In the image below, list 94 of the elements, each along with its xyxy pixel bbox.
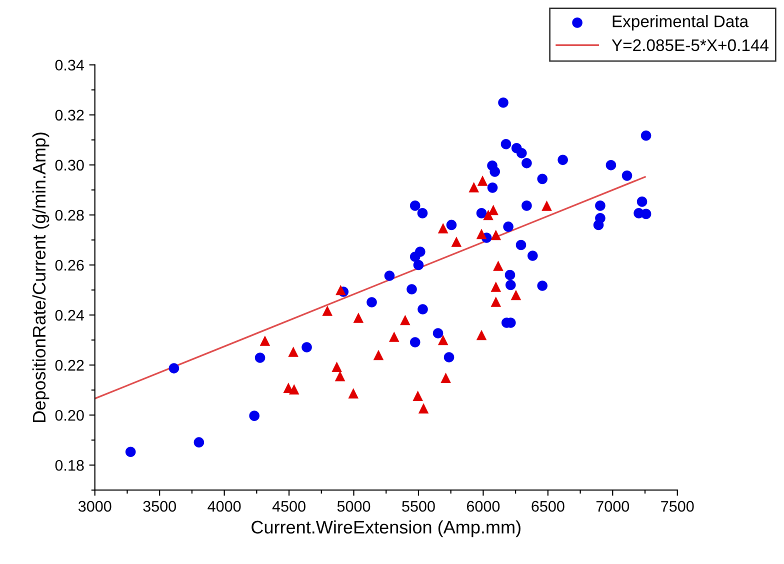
y-tick-label: 0.26 <box>55 260 84 271</box>
point <box>410 200 420 211</box>
point <box>504 270 516 280</box>
point <box>332 362 342 372</box>
point <box>415 246 426 257</box>
x-tick-label: 4000 <box>208 500 241 512</box>
x-tick-label: 6500 <box>532 500 564 512</box>
point <box>522 200 532 211</box>
point <box>537 174 548 184</box>
point <box>194 437 204 448</box>
point <box>498 97 508 108</box>
x-tick-label: 4500 <box>272 500 306 512</box>
point <box>516 148 527 158</box>
point <box>558 154 568 166</box>
point <box>528 250 538 261</box>
point <box>522 158 532 168</box>
point <box>490 230 502 240</box>
y-tick-label: 0.32 <box>55 110 84 121</box>
legend-label: Experimental Data <box>612 15 749 31</box>
point <box>490 282 502 292</box>
y-tick-label: 0.30 <box>55 160 84 171</box>
point <box>500 139 512 150</box>
point <box>636 196 648 207</box>
x-tick-label: 7000 <box>596 500 630 512</box>
y-tick-label: 0.28 <box>55 210 84 221</box>
y-axis-title: DepositionRate/Current (g/min.Amp) <box>32 132 50 422</box>
point <box>353 312 364 323</box>
point <box>125 446 136 457</box>
point <box>476 228 487 240</box>
y-tick-label: 0.18 <box>55 460 84 471</box>
point <box>516 240 526 250</box>
point <box>373 350 384 360</box>
point <box>260 336 270 346</box>
point <box>410 337 420 348</box>
point <box>622 170 632 181</box>
point <box>438 223 448 234</box>
point <box>348 388 359 398</box>
point <box>366 297 377 308</box>
point <box>384 270 395 281</box>
point <box>490 296 502 307</box>
point <box>593 220 604 230</box>
point <box>451 236 462 247</box>
point <box>476 208 487 218</box>
x-tick-label: 6000 <box>466 500 500 512</box>
point <box>487 182 498 193</box>
point <box>400 314 410 326</box>
point <box>249 410 260 421</box>
point <box>302 342 312 352</box>
x-axis-title: Current.WireExtension (Amp.mm) <box>252 520 520 538</box>
x-tick-label: 7500 <box>661 500 694 512</box>
x-tick-label: 5000 <box>337 500 370 512</box>
point <box>537 280 548 291</box>
point <box>168 363 180 374</box>
point <box>476 330 487 340</box>
point <box>406 284 417 294</box>
point <box>542 200 552 211</box>
point <box>493 260 504 271</box>
point <box>418 304 428 314</box>
point <box>417 208 428 218</box>
point <box>444 352 454 362</box>
point <box>595 200 606 211</box>
x-tick-label: 3000 <box>78 500 112 512</box>
point <box>477 176 488 186</box>
point <box>413 260 424 270</box>
point <box>288 346 298 357</box>
x-tick-label: 3500 <box>143 500 176 512</box>
y-tick-label: 0.24 <box>55 310 84 321</box>
point <box>640 130 652 141</box>
y-tick-label: 0.22 <box>55 360 84 371</box>
point <box>506 280 516 290</box>
point <box>488 204 498 216</box>
point <box>503 222 514 232</box>
point <box>418 403 429 414</box>
point <box>640 208 652 220</box>
point <box>510 290 522 300</box>
y-tick-label: 0.34 <box>55 60 84 71</box>
point <box>432 328 444 338</box>
point <box>446 220 457 230</box>
point <box>438 334 448 346</box>
point <box>322 306 332 316</box>
point <box>483 210 494 220</box>
point <box>468 182 480 192</box>
y-tick-label: 0.20 <box>55 410 84 421</box>
point <box>334 370 346 382</box>
point <box>440 372 451 383</box>
point <box>412 390 423 401</box>
x-tick-label: 5500 <box>402 500 435 512</box>
legend-label: Y=2.085E-5*X+0.144 <box>612 39 769 52</box>
point <box>336 284 346 296</box>
point <box>490 166 500 177</box>
point <box>254 352 266 363</box>
point <box>388 332 400 342</box>
point <box>288 384 300 394</box>
point <box>606 160 616 170</box>
